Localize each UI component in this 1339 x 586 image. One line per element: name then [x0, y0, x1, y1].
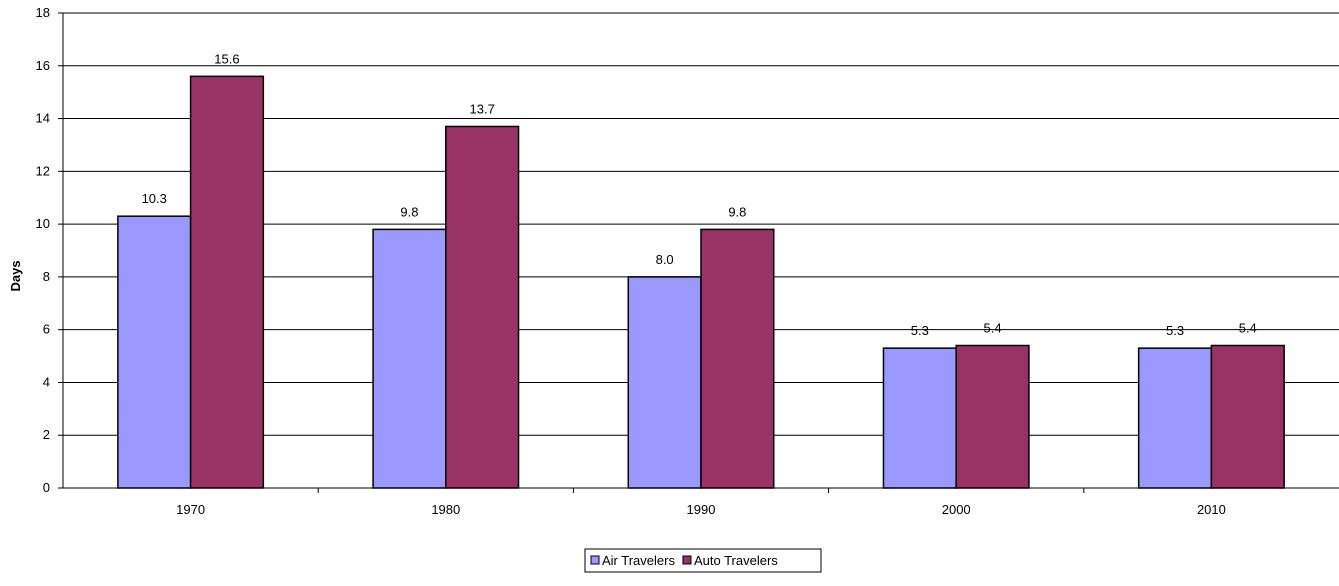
- bar: [700, 228, 775, 489]
- bars: [117, 75, 1285, 489]
- y-tick-label: 10: [36, 216, 50, 231]
- y-axis-title: Days: [8, 260, 23, 291]
- x-tick-label: 2000: [942, 502, 971, 517]
- data-label: 9.8: [400, 204, 418, 219]
- data-labels: 10.3 15.6 9.8 13.7 8.0 9.8 5.3 5.4 5.3 5.4: [142, 51, 1257, 338]
- y-tick-label: 18: [36, 5, 50, 20]
- x-tick-label: 2010: [1197, 502, 1226, 517]
- legend: Air Travelers Auto Travelers: [584, 548, 822, 573]
- data-label: 5.4: [984, 321, 1002, 336]
- y-tick-label: 2: [43, 427, 50, 442]
- y-tick-label: 16: [36, 58, 50, 73]
- data-label: 5.3: [911, 323, 929, 338]
- data-label: 10.3: [142, 191, 167, 206]
- bar: [117, 215, 192, 489]
- axes: [62, 13, 1339, 489]
- data-label: 9.8: [728, 204, 746, 219]
- y-tick-label: 12: [36, 163, 50, 178]
- y-tick-label: 6: [43, 322, 50, 337]
- data-label: 15.6: [214, 51, 239, 66]
- legend-box: [584, 548, 822, 573]
- data-label: 5.4: [1239, 321, 1257, 336]
- bar: [189, 75, 265, 489]
- legend-label: Air Travelers: [602, 553, 675, 568]
- y-tick-label: 4: [43, 374, 50, 389]
- gridlines: [63, 12, 1339, 436]
- data-label: 8.0: [656, 252, 674, 267]
- bar: [627, 276, 702, 489]
- legend-swatch: [590, 555, 600, 565]
- bar: [372, 228, 447, 489]
- y-tick-label: 8: [43, 269, 50, 284]
- bar: [882, 347, 957, 489]
- y-tick-label: 0: [43, 480, 50, 495]
- legend-label: Auto Travelers: [694, 553, 778, 568]
- x-tick-label: 1980: [431, 502, 460, 517]
- data-label: 13.7: [470, 101, 495, 116]
- y-tick-label: 14: [36, 111, 50, 126]
- x-tick-label: 1990: [687, 502, 716, 517]
- y-axis-ticks: 0 2 4 6 8 10 12 14 16 18: [36, 5, 63, 495]
- x-axis-ticks: 1970 1980 1990 2000 2010: [176, 488, 1226, 517]
- x-tick-label: 1970: [176, 502, 205, 517]
- bar: [955, 344, 1030, 489]
- bar: [1137, 347, 1213, 489]
- data-label: 5.3: [1166, 323, 1184, 338]
- bar: [445, 125, 520, 489]
- bar: [1210, 344, 1285, 489]
- legend-swatch: [682, 555, 692, 565]
